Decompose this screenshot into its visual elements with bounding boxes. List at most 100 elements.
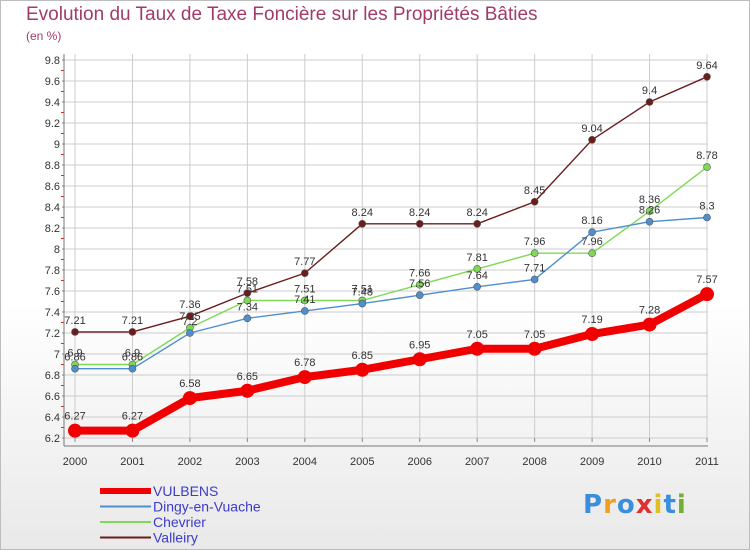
y-tick-label: 6.8 <box>45 370 60 382</box>
data-point <box>645 98 654 106</box>
axes: 6.2 6.4 6.6 6.8 7 7.2 7.4 7.6 7.8 8 8.2 8.4 8.6 8.8 9 9… <box>45 54 719 468</box>
x-tick-label: 2011 <box>695 456 719 468</box>
legend-label: Valleiry <box>153 530 198 546</box>
data-label: 7.21 <box>64 315 85 327</box>
data-label: 7.25 <box>179 311 200 323</box>
data-point <box>301 307 309 315</box>
data-point <box>301 296 309 305</box>
x-tick-label: 2003 <box>235 456 259 468</box>
x-tick-label: 2005 <box>350 456 374 468</box>
logo-letter: o <box>616 490 636 520</box>
data-label: 9.64 <box>696 60 717 72</box>
legend-label: Chevrier <box>153 514 206 530</box>
data-point <box>186 312 194 321</box>
x-tick-label: 2007 <box>465 456 489 468</box>
data-label: 8.24 <box>466 207 487 219</box>
data-label: 7.58 <box>237 276 258 288</box>
data-label: 6.85 <box>352 350 373 362</box>
data-point <box>71 328 79 336</box>
data-point <box>530 197 539 206</box>
y-tick-label: 7.4 <box>45 307 60 319</box>
y-tick-label: 6.6 <box>45 391 60 403</box>
data-label: 7.56 <box>409 278 430 290</box>
data-label: 7.2 <box>182 316 197 328</box>
data-label: 6.86 <box>64 352 85 364</box>
data-point <box>68 423 82 438</box>
data-label: 8.26 <box>639 205 660 217</box>
data-point <box>128 328 137 336</box>
data-label: 6.86 <box>122 352 143 364</box>
logo-letter: t <box>663 490 677 520</box>
data-label: 6.27 <box>122 411 143 423</box>
series-layer <box>68 73 714 438</box>
x-tick-label: 2001 <box>120 456 144 468</box>
data-label: 7.19 <box>581 314 602 326</box>
data-point <box>297 370 312 385</box>
data-point <box>125 423 140 438</box>
data-label: 8.24 <box>409 207 430 219</box>
x-tick-label: 2000 <box>63 456 87 468</box>
data-labels: 7.21 7.21 7.36 7.58 7.77 8.24 8.24 8.24 8.45 9.04… <box>64 60 717 423</box>
data-label: 7.28 <box>639 305 660 317</box>
y-tick-label: 9.4 <box>45 97 60 109</box>
data-point <box>645 217 654 226</box>
data-point <box>527 341 542 356</box>
y-tick-label: 7 <box>54 349 60 361</box>
data-point <box>588 136 596 144</box>
data-label: 7.34 <box>237 301 258 313</box>
data-label: 7.51 <box>352 283 373 295</box>
data-label: 7.41 <box>294 294 315 306</box>
data-point <box>412 352 427 367</box>
data-point <box>473 282 481 291</box>
data-label: 7.48 <box>352 287 373 299</box>
data-point <box>240 383 255 398</box>
data-label: 7.05 <box>524 329 545 341</box>
data-label: 7.66 <box>409 268 430 280</box>
x-tick-label: 2009 <box>580 456 604 468</box>
y-tick-label: 8 <box>54 244 60 256</box>
data-label: 8.36 <box>639 194 660 206</box>
data-point <box>645 207 654 215</box>
data-point <box>128 364 137 373</box>
data-point <box>358 299 367 308</box>
data-label: 7.96 <box>524 236 545 248</box>
series-line-valleiry <box>75 76 708 333</box>
y-tick-label: 9.2 <box>45 118 60 130</box>
data-point <box>243 296 252 305</box>
data-point <box>700 287 714 302</box>
x-tick-label: 2008 <box>522 456 546 468</box>
data-point <box>473 265 481 273</box>
logo-letter: i <box>653 490 664 520</box>
y-tick-label: 8.8 <box>45 160 60 172</box>
data-label: 7.36 <box>179 299 200 311</box>
y-tick-label: 7.2 <box>45 328 60 340</box>
data-label: 6.58 <box>179 378 200 390</box>
y-tick-label: 8.2 <box>45 223 60 235</box>
y-axis-unit: (en %) <box>26 29 62 43</box>
data-label: 9.04 <box>581 123 602 135</box>
data-point <box>358 220 367 228</box>
y-tick-label: 7.8 <box>45 265 60 277</box>
data-label: 7.51 <box>237 283 258 295</box>
y-tick-label: 8.6 <box>45 181 60 193</box>
grid <box>64 54 708 439</box>
data-point <box>642 317 657 332</box>
data-point <box>301 269 309 277</box>
y-tick-label: 6.2 <box>45 433 60 445</box>
y-tick-label: 9.6 <box>45 76 60 88</box>
data-point <box>186 329 194 337</box>
data-point <box>470 341 485 356</box>
data-label: 6.78 <box>294 357 315 369</box>
data-point <box>473 220 481 228</box>
logo-letter: x <box>635 490 654 520</box>
data-label: 8.45 <box>524 185 545 197</box>
data-label: 6.27 <box>64 411 85 423</box>
legend-label: VULBENS <box>153 483 218 499</box>
data-point <box>530 275 539 284</box>
data-label: 6.9 <box>125 348 140 360</box>
data-point <box>585 327 600 342</box>
data-point <box>703 213 711 222</box>
series-line-chevrier <box>75 166 708 366</box>
